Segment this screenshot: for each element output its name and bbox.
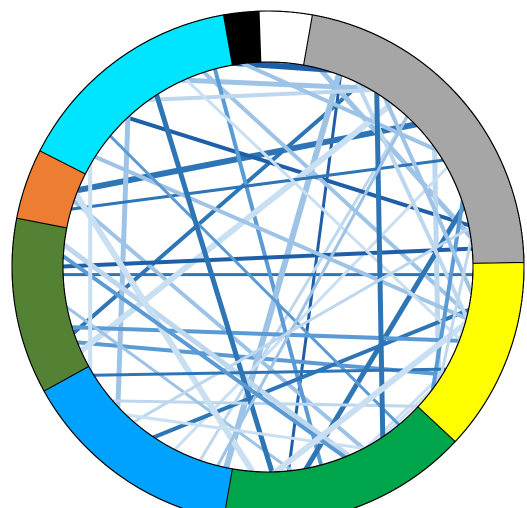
chord-link xyxy=(63,157,458,213)
chord-link xyxy=(157,76,395,92)
chord-link xyxy=(63,324,473,344)
chord-link xyxy=(210,104,415,472)
chord-link xyxy=(138,302,473,445)
chord-link xyxy=(78,367,462,377)
chord-link xyxy=(105,410,385,453)
chord-link xyxy=(191,62,473,326)
chord-link xyxy=(432,209,473,408)
chord-link xyxy=(347,63,473,337)
chord-link xyxy=(121,220,473,430)
chord-link xyxy=(65,179,264,472)
chord-link xyxy=(63,246,359,468)
inner-border xyxy=(62,61,474,473)
outer-border xyxy=(11,10,525,508)
chord-link xyxy=(209,62,327,472)
link-group xyxy=(63,62,473,472)
white-segment xyxy=(258,10,314,66)
chord-link xyxy=(68,93,405,362)
chord-link xyxy=(219,62,346,472)
chord-link xyxy=(220,62,458,161)
chord-link xyxy=(112,111,473,232)
chord-link xyxy=(63,234,363,467)
chord-link xyxy=(174,68,471,350)
chord-link xyxy=(100,126,409,435)
chord-link xyxy=(63,190,376,459)
chord-link xyxy=(126,87,395,103)
chord-link xyxy=(257,309,473,472)
chord-link xyxy=(150,80,279,472)
chord-link xyxy=(427,176,469,415)
